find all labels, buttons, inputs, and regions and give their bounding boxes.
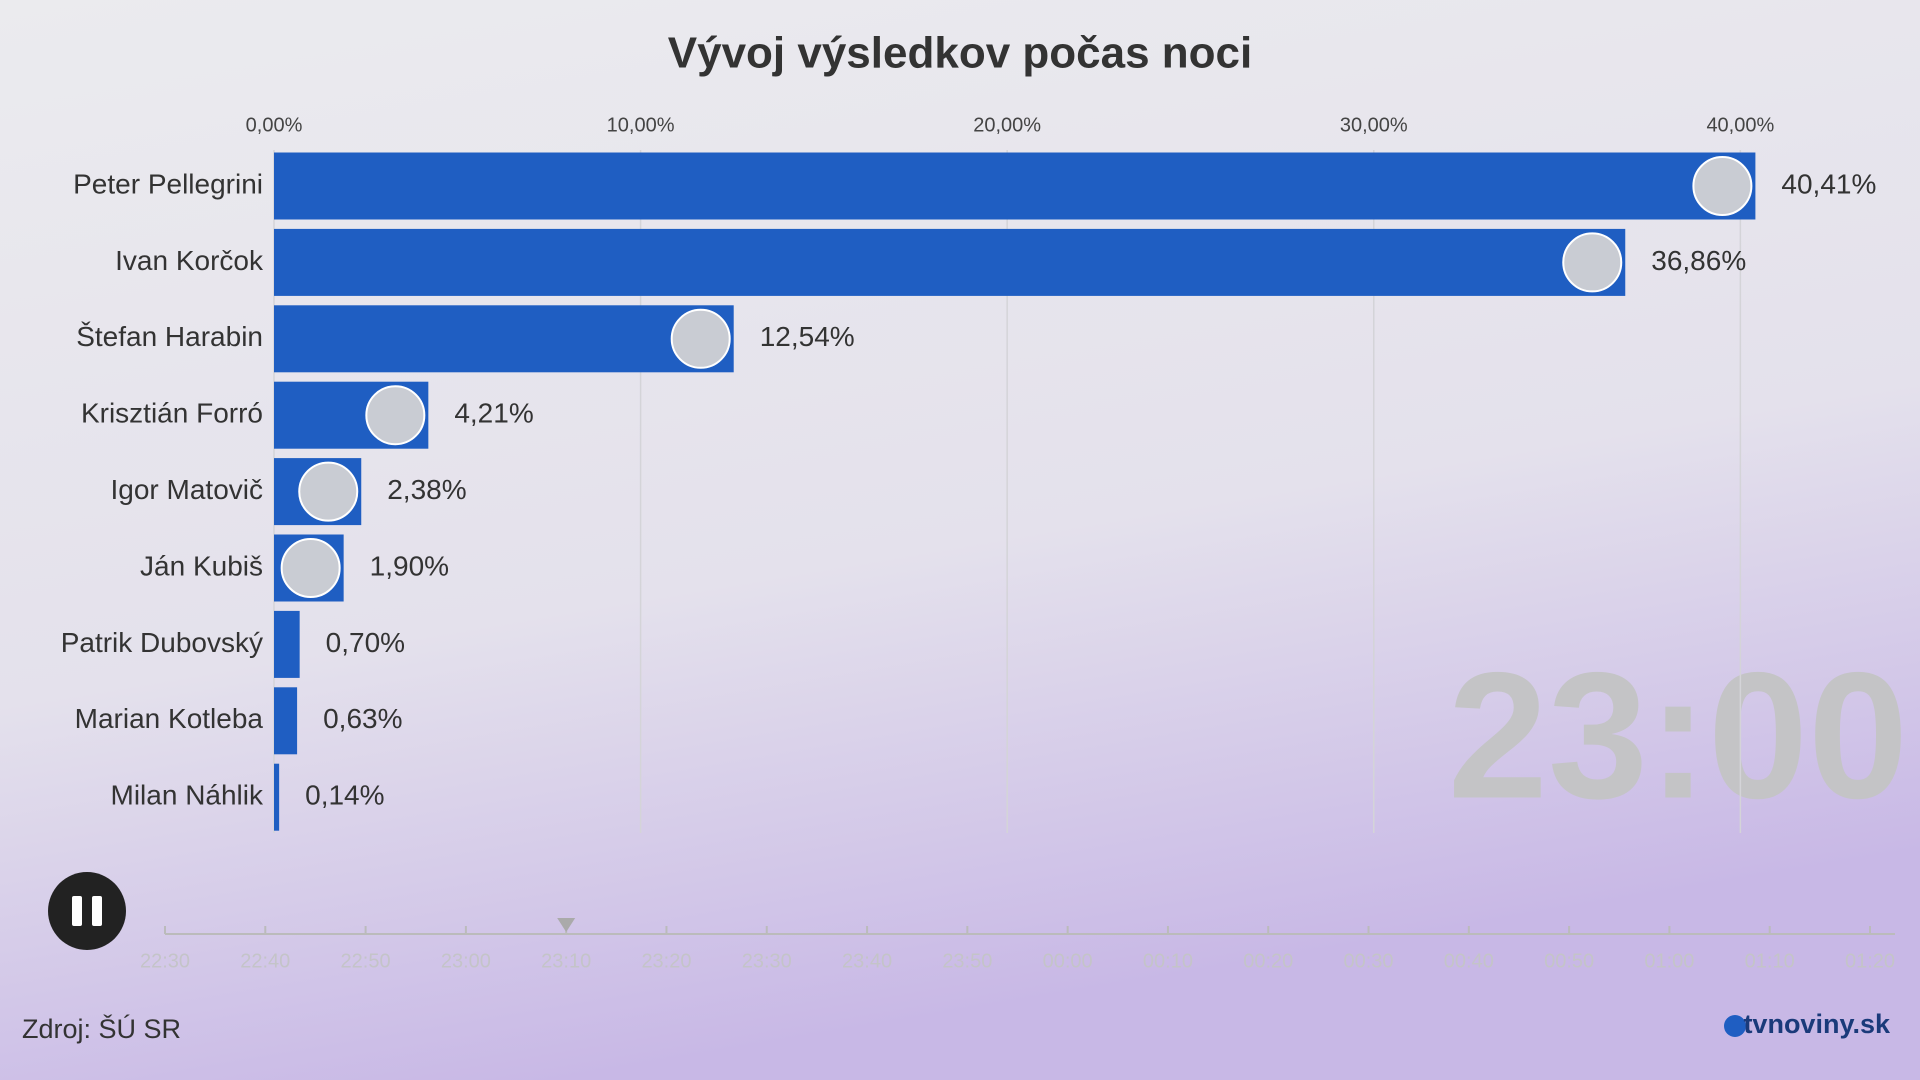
timeline-label: 23:20 [641, 950, 691, 972]
timeline-label: 00:50 [1544, 950, 1594, 972]
category-label: Ivan Korčok [115, 245, 264, 276]
value-label: 2,38% [387, 474, 466, 505]
category-label: Ján Kubiš [140, 550, 263, 581]
x-tick-label: 10,00% [607, 114, 675, 136]
value-label: 1,90% [370, 550, 449, 581]
source: Zdroj: ŠÚ SR [22, 1013, 181, 1044]
bar [274, 152, 1756, 220]
timeline-marker [557, 918, 576, 932]
timeline-label: 23:50 [942, 950, 992, 972]
bar [274, 763, 280, 831]
logo-icon [1724, 1015, 1746, 1037]
pause-icon [72, 896, 82, 926]
pause-circle[interactable] [48, 872, 126, 950]
timeline-label: 01:10 [1745, 950, 1795, 972]
timeline-label: 23:10 [541, 950, 591, 972]
x-tick-label: 0,00% [246, 114, 303, 136]
value-label: 4,21% [454, 398, 533, 429]
logo: tvnoviny.sk [1743, 1009, 1891, 1039]
candidate-photo [298, 461, 359, 522]
value-label: 40,41% [1781, 168, 1876, 199]
current-time: 23:00 [1448, 636, 1908, 837]
timeline-label: 01:00 [1644, 950, 1694, 972]
x-tick-label: 20,00% [973, 114, 1041, 136]
pause-icon [92, 896, 102, 926]
category-label: Milan Náhlik [111, 780, 264, 811]
bar [274, 305, 734, 373]
category-label: Patrik Dubovský [61, 627, 263, 658]
timeline-label: 00:20 [1243, 950, 1293, 972]
category-label: Marian Kotleba [75, 703, 264, 734]
bar [274, 228, 1626, 296]
value-label: 0,63% [323, 703, 402, 734]
value-label: 36,86% [1651, 245, 1746, 276]
candidate-photo [280, 538, 341, 598]
timeline-label: 00:10 [1143, 950, 1193, 972]
timeline-label: 22:50 [341, 950, 391, 972]
category-label: Krisztián Forró [81, 398, 263, 429]
timeline-label: 00:30 [1343, 950, 1393, 972]
value-label: 12,54% [760, 321, 855, 352]
value-label: 0,70% [326, 627, 405, 658]
x-tick-label: 30,00% [1340, 114, 1408, 136]
candidate-photo [365, 385, 426, 446]
category-label: Peter Pellegrini [73, 168, 263, 199]
bar [274, 687, 298, 755]
category-label: Igor Matovič [111, 474, 264, 505]
timeline-label: 23:40 [842, 950, 892, 972]
timeline-label: 23:30 [742, 950, 792, 972]
bar [274, 610, 300, 678]
candidate-photo [1692, 156, 1753, 216]
timeline-label: 01:20 [1845, 950, 1895, 972]
value-label: 0,14% [305, 780, 384, 811]
timeline-label: 00:40 [1444, 950, 1494, 972]
category-label: Štefan Harabin [76, 321, 263, 352]
timeline-label: 23:00 [441, 950, 491, 972]
x-tick-label: 40,00% [1706, 114, 1774, 136]
pause-button[interactable] [48, 872, 126, 950]
candidate-photo [670, 308, 731, 369]
candidate-photo [1562, 232, 1623, 293]
timeline-label: 22:40 [240, 950, 290, 972]
timeline-label: 22:30 [140, 950, 190, 972]
chart-title: Vývoj výsledkov počas noci [668, 29, 1252, 78]
timeline-label: 00:00 [1043, 950, 1093, 972]
